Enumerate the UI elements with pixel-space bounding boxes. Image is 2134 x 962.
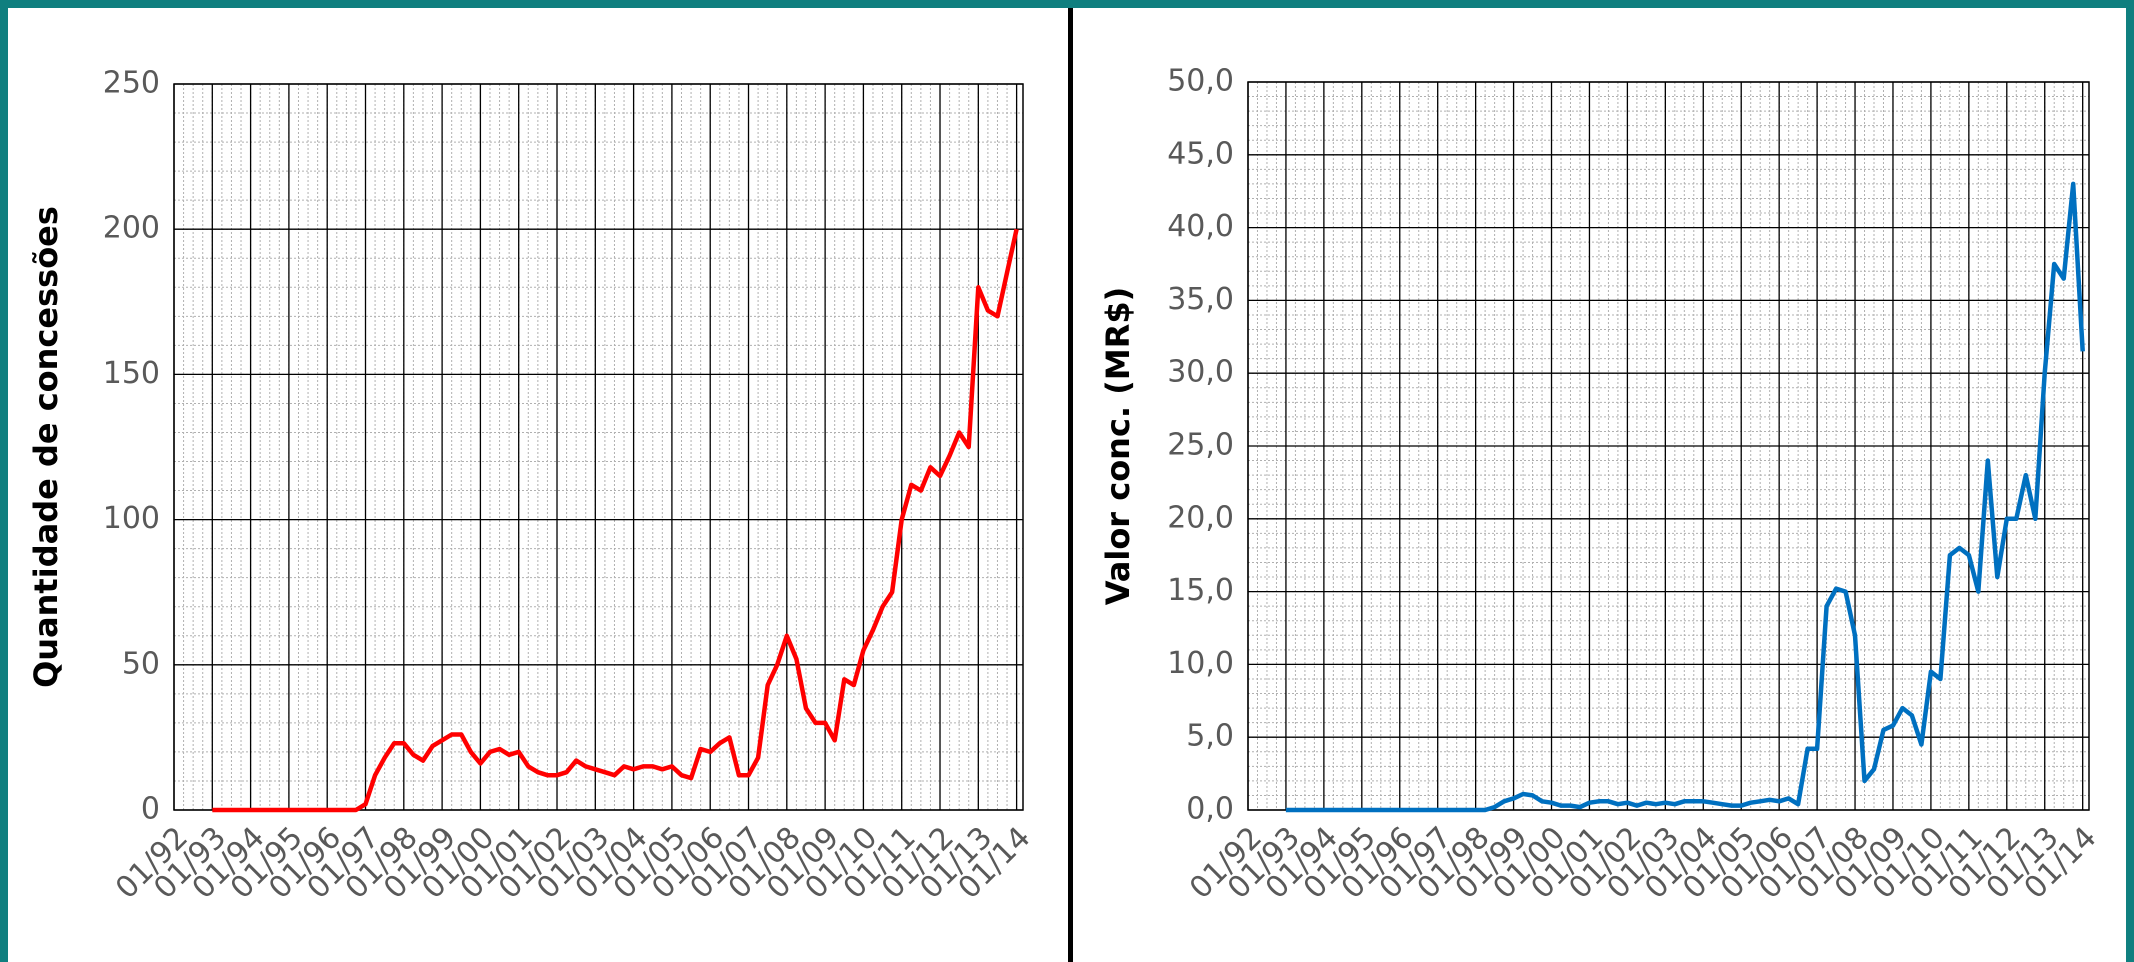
y-tick-label: 20,0 <box>1167 500 1234 535</box>
y-tick-label: 40,0 <box>1167 209 1234 244</box>
y-tick-label: 45,0 <box>1167 136 1234 171</box>
y-tick-label: 30,0 <box>1167 355 1234 390</box>
y-tick-label: 250 <box>103 66 160 101</box>
y-tick-label: 0,0 <box>1186 792 1234 827</box>
y-tick-label: 25,0 <box>1167 428 1234 463</box>
y-axis-title: Valor conc. (MR$) <box>1099 287 1137 605</box>
y-tick-label: 5,0 <box>1186 719 1234 754</box>
data-line <box>1285 181 2085 813</box>
plot-border <box>173 83 1024 811</box>
y-tick-label: 10,0 <box>1167 646 1234 681</box>
y-tick-label: 50 <box>122 646 160 681</box>
y-tick-label: 100 <box>103 501 160 536</box>
y-tick-label: 150 <box>103 356 160 391</box>
y-axis-title: Quantidade de concessões <box>27 206 65 688</box>
y-tick-label: 15,0 <box>1167 573 1234 608</box>
data-line <box>212 228 1019 813</box>
y-tick-label: 50,0 <box>1167 64 1234 99</box>
y-tick-label: 0 <box>141 792 160 827</box>
divider <box>1068 8 1073 962</box>
background <box>8 8 2126 962</box>
y-tick-label: 35,0 <box>1167 282 1234 317</box>
y-tick-label: 200 <box>103 211 160 246</box>
plot-border <box>1247 81 2090 811</box>
